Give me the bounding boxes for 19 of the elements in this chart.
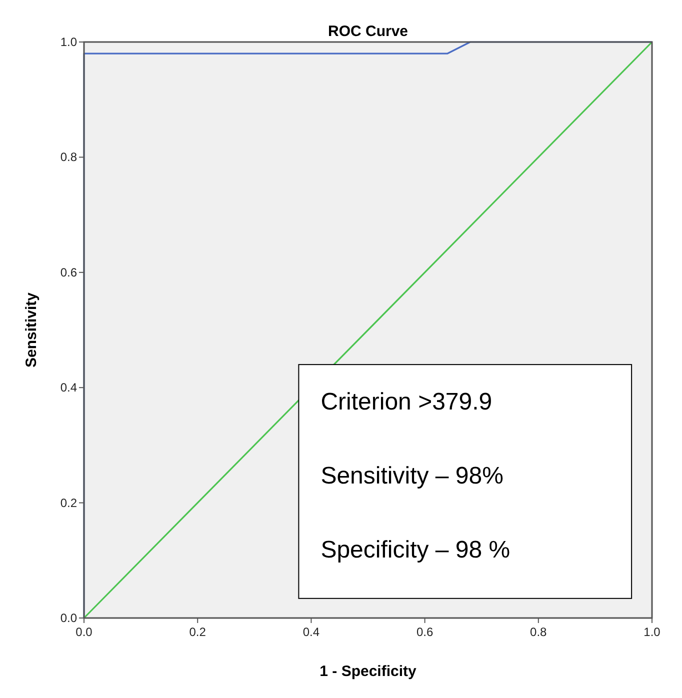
text-box: Criterion >379.9 Sensitivity – 98% Specificity – 98 %: [298, 364, 632, 599]
y-tick-label: 0.2: [60, 496, 78, 510]
y-tick-label: 0.4: [60, 380, 78, 395]
x-tick-label: 0.2: [189, 625, 206, 639]
x-tick-label: 0.6: [416, 625, 434, 639]
annotation: Sensitivity – 98%: [320, 462, 504, 490]
x-tick-label: 0.0: [76, 625, 93, 639]
annotation: Criterion >379.9: [320, 388, 492, 416]
x-tick-label: 1.0: [644, 625, 661, 639]
x-tick-label: 0.4: [302, 625, 320, 639]
y-tick-label: 0.8: [60, 150, 78, 164]
annotation: Specificity – 98 %: [320, 536, 510, 564]
x-tick-label: 0.8: [530, 625, 548, 639]
y-tick-label: 0.6: [60, 265, 78, 280]
x-axis-title: 1 - Specificity: [320, 663, 418, 680]
y-tick-label: 1.0: [60, 35, 78, 49]
y-tick-label: 0.0: [60, 611, 78, 625]
chart-title: ROC Curve: [328, 23, 408, 40]
y-axis-title: Sensitivity: [23, 292, 40, 368]
